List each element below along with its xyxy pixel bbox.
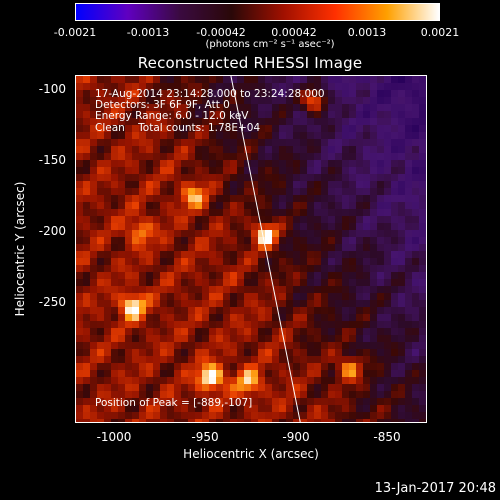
- info-detectors: Detectors: 3F 6F 9F, Att 0: [95, 99, 230, 111]
- colorbar-tick: -0.00042: [196, 26, 246, 39]
- colorbar-tick: -0.0013: [126, 26, 170, 39]
- info-time-range: 17-Aug-2014 23:14:28.000 to 23:24:28.000: [95, 88, 325, 100]
- peak-position: Position of Peak = [-889,-107]: [95, 397, 253, 409]
- y-axis-label: Heliocentric Y (arcsec): [13, 181, 27, 317]
- colorbar: [75, 3, 440, 21]
- plot-title: Reconstructed RHESSI Image: [137, 54, 363, 72]
- colorbar-tick: -0.0021: [53, 26, 97, 39]
- x-axis-label: Heliocentric X (arcsec): [183, 447, 319, 461]
- solar-limb-line: [230, 76, 301, 422]
- x-tick-label: -850: [373, 430, 401, 444]
- colorbar-tick: 0.00042: [271, 26, 317, 39]
- y-tick-label: -150: [38, 153, 66, 167]
- x-tick-label: -1000: [96, 430, 132, 444]
- x-tick-label: -900: [282, 430, 310, 444]
- x-tick-label: -950: [191, 430, 219, 444]
- colorbar-units: (photons cm⁻² s⁻¹ asec⁻²): [205, 39, 335, 50]
- y-tick-label: -250: [38, 295, 66, 309]
- y-tick-label: -200: [38, 224, 66, 238]
- colorbar-tick: 0.0013: [347, 26, 387, 39]
- info-energy-range: Energy Range: 6.0 - 12.0 keV: [95, 110, 249, 122]
- timestamp: 13-Jan-2017 20:48: [374, 481, 496, 496]
- heatmap-image: [76, 76, 426, 422]
- colorbar-tick: 0.0021: [420, 26, 460, 39]
- image-plot-area: [75, 75, 427, 423]
- info-counts: Clean Total counts: 1.78E+04: [95, 122, 261, 134]
- y-tick-label: -100: [38, 82, 66, 96]
